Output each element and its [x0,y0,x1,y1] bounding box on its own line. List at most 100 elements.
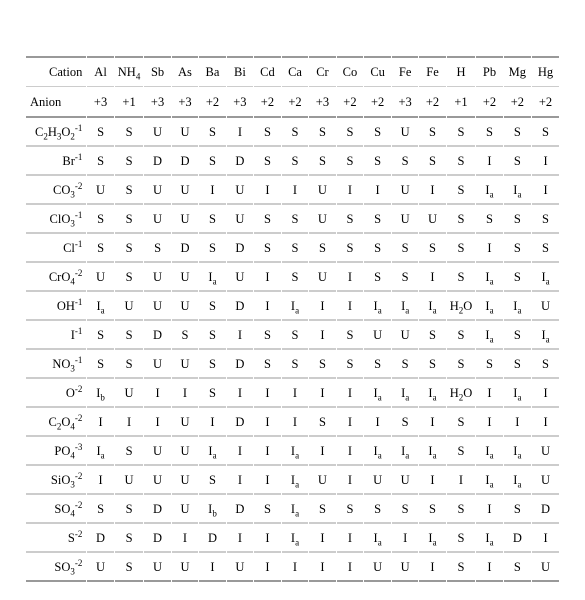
cell: S [532,235,559,263]
cell: I [476,496,502,524]
charge-header: +1 [115,88,144,118]
charge-header: +3 [172,88,199,118]
cell: U [172,177,199,205]
cell: I [532,148,559,176]
cell: I [254,438,281,466]
cell: Ia [364,438,391,466]
cell: I [337,467,364,495]
cell: S [447,525,476,553]
cell: S [447,206,476,234]
cell: I [532,525,559,553]
cell: S [504,554,531,582]
cell: S [172,322,199,350]
cell: D [172,148,199,176]
cell: Ia [282,525,309,553]
cell: U [144,206,170,234]
cell: I [309,438,335,466]
cell: S [337,119,364,147]
cell: S [115,496,144,524]
cell: I [254,467,281,495]
cell: S [532,206,559,234]
cell: S [476,206,502,234]
cell: S [504,119,531,147]
cell: S [447,322,476,350]
cell: S [115,177,144,205]
cell: I [532,380,559,408]
charge-header: +3 [227,88,253,118]
cell: S [447,177,476,205]
cell: S [364,496,391,524]
cell: S [254,235,281,263]
cell: S [337,148,364,176]
cell: D [144,148,170,176]
cell: S [504,264,531,292]
cell: S [419,496,445,524]
cell: S [87,351,113,379]
cell: Ia [419,438,445,466]
cation-header: Cr [309,56,335,87]
cell: I [115,409,144,437]
charge-header: +2 [199,88,226,118]
cell: S [337,351,364,379]
cell: S [392,409,418,437]
charge-header: +1 [447,88,476,118]
charge-header: +2 [532,88,559,118]
cell: I [392,525,418,553]
cell: S [87,148,113,176]
cell: I [337,438,364,466]
cell: I [254,177,281,205]
cell: U [309,467,335,495]
cell: Ia [532,322,559,350]
cell: U [172,119,199,147]
cell: S [282,264,309,292]
cell: U [144,293,170,321]
cell: U [87,554,113,582]
cell: U [115,380,144,408]
cell: S [364,264,391,292]
anion-row-label: OH-1 [26,293,86,321]
charge-header: +2 [282,88,309,118]
cell: S [392,235,418,263]
cell: S [254,322,281,350]
cell: D [504,525,531,553]
cell: S [115,148,144,176]
cation-header: Pb [476,56,502,87]
cell: S [447,438,476,466]
cation-header: Ca [282,56,309,87]
cell: Ia [87,438,113,466]
cell: S [337,235,364,263]
solubility-table: CationAlNH4SbAsBaBiCdCaCrCoCuFeFeHPbMgHg… [25,55,560,583]
anion-row-label: SO3-2 [26,554,86,582]
cell: I [227,438,253,466]
cell: U [115,293,144,321]
cell: I [227,119,253,147]
cell: I [532,409,559,437]
cell: S [447,554,476,582]
cell: S [309,119,335,147]
cell: S [392,496,418,524]
cell: S [282,235,309,263]
charge-header: +2 [504,88,531,118]
cell: D [87,525,113,553]
cell: I [227,322,253,350]
cell: S [199,119,226,147]
cell: Ia [282,293,309,321]
charge-header: +3 [309,88,335,118]
cell: S [504,206,531,234]
cell: I [227,467,253,495]
cell: Ia [364,293,391,321]
cation-label: Cation [26,56,86,87]
cell: U [532,293,559,321]
cell: I [337,554,364,582]
cell: S [115,119,144,147]
cell: U [419,206,445,234]
cell: S [419,351,445,379]
cell: U [172,293,199,321]
cell: S [199,351,226,379]
cell: Ia [504,380,531,408]
cell: S [504,322,531,350]
cell: Ia [476,293,502,321]
cell: S [504,351,531,379]
cell: I [309,380,335,408]
cell: I [282,380,309,408]
